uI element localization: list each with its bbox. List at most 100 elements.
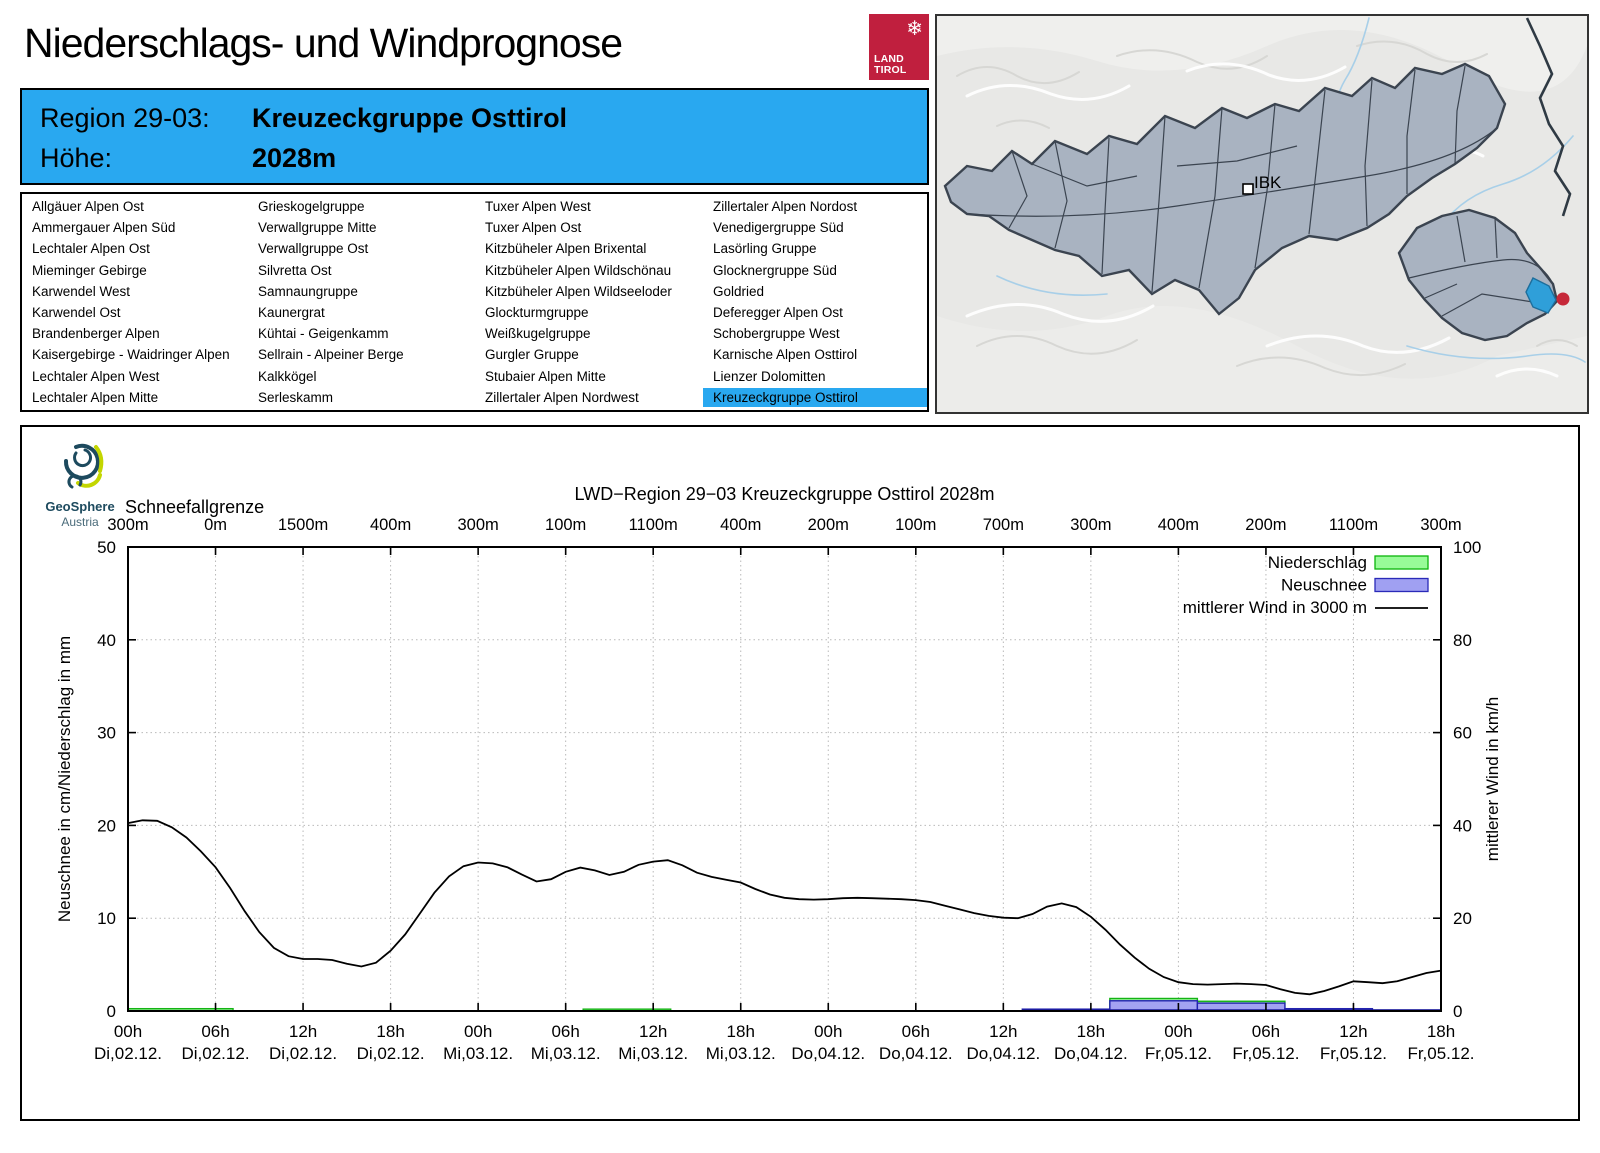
y-axis-label-right: 80	[1453, 631, 1472, 650]
region-item[interactable]: Kitzbüheler Alpen Wildseeloder	[485, 283, 672, 299]
region-item[interactable]: Brandenberger Alpen	[32, 326, 160, 342]
region-item[interactable]: Kühtai - Geigenkamm	[258, 326, 389, 342]
x-axis-time-label: 18h	[1427, 1022, 1455, 1041]
region-column-2: Grieskogelgruppe Verwallgruppe Mitte Verwa…	[248, 194, 475, 410]
region-item[interactable]: Sellrain - Alpeiner Berge	[258, 347, 404, 363]
region-item[interactable]: Karwendel Ost	[32, 305, 121, 321]
region-item[interactable]: Lechtaler Alpen Mitte	[32, 389, 159, 405]
map-inner-borders-east	[1408, 215, 1554, 317]
region-item[interactable]: Mieminger Gebirge	[32, 262, 147, 278]
left-axis-title: Neuschnee in cm/Niederschlag in mm	[55, 636, 74, 922]
x-axis-time-label: 18h	[727, 1022, 755, 1041]
region-item[interactable]: Kaisergebirge - Waidringer Alpen	[32, 347, 230, 363]
x-axis-date-label: Fr,05.12.	[1145, 1044, 1212, 1063]
region-item[interactable]: Karnische Alpen Osttirol	[713, 347, 858, 363]
region-item[interactable]: Weißkugelgruppe	[485, 326, 591, 342]
geosphere-country: Austria	[61, 515, 99, 529]
region-item[interactable]: Schobergruppe West	[713, 326, 840, 342]
map-relief	[937, 16, 1587, 412]
region-item[interactable]: Goldried	[713, 283, 765, 299]
x-axis-time-label: 18h	[1077, 1022, 1105, 1041]
legend-swatch	[1374, 555, 1429, 570]
snowline-value: 1500m	[278, 516, 328, 534]
region-value: Kreuzeckgruppe Osttirol	[252, 103, 568, 133]
region-item[interactable]: Glockturmgruppe	[485, 305, 589, 321]
land-tirol-logo-text: LAND TIROL	[874, 53, 907, 76]
x-axis-time-label: 06h	[201, 1022, 229, 1041]
x-axis-date-label: Do,04.12.	[966, 1044, 1040, 1063]
region-item[interactable]: Zillertaler Alpen Nordost	[713, 199, 858, 215]
region-item[interactable]: Allgäuer Alpen Ost	[32, 199, 144, 215]
x-axis-time-label: 06h	[902, 1022, 930, 1041]
region-item[interactable]: Lechtaler Alpen Ost	[32, 241, 150, 257]
region-item[interactable]: Stubaier Alpen Mitte	[485, 368, 606, 384]
x-axis-date-label: Mi,03.12.	[706, 1044, 776, 1063]
x-axis-date-label: Fr,05.12.	[1320, 1044, 1387, 1063]
region-item[interactable]: Serleskamm	[258, 389, 334, 405]
y-axis-label-left: 40	[97, 631, 116, 650]
x-axis-time-label: 12h	[639, 1022, 667, 1041]
region-item[interactable]: Zillertaler Alpen Nordwest	[485, 389, 639, 405]
region-item[interactable]: Kitzbüheler Alpen Wildschönau	[485, 262, 672, 278]
region-item-selected[interactable]: Kreuzeckgruppe Osttirol	[703, 387, 927, 407]
page-title: Niederschlags- und Windprognose	[24, 20, 623, 66]
x-axis-date-label: Di,02.12.	[269, 1044, 337, 1063]
y-axis-label-right: 60	[1453, 724, 1472, 743]
selected-region-dot	[1556, 292, 1570, 306]
right-axis-title: mittlerer Wind in km/h	[1483, 697, 1502, 861]
region-column-1: Allgäuer Alpen Ost Ammergauer Alpen Süd Le…	[22, 194, 248, 410]
region-item[interactable]: Silvretta Ost	[258, 262, 332, 278]
x-axis-time-label: 00h	[464, 1022, 492, 1041]
region-item[interactable]: Lechtaler Alpen West	[32, 368, 160, 384]
x-axis-date-label: Do,04.12.	[879, 1044, 953, 1063]
legend-label: Neuschnee	[1281, 576, 1367, 595]
snowline-value: 400m	[1158, 516, 1199, 534]
region-item[interactable]: Verwallgruppe Ost	[258, 241, 369, 257]
snowline-value: 1100m	[629, 516, 678, 534]
region-item[interactable]: Kaunergrat	[258, 305, 325, 321]
x-axis-date-label: Mi,03.12.	[618, 1044, 688, 1063]
map-region-selected[interactable]	[1525, 277, 1557, 314]
land-tirol-logo: ❄ LAND TIROL	[869, 14, 929, 80]
forecast-chart-panel: GeoSphere Austria LWD−Region 29−03 Kreuz…	[20, 425, 1580, 1121]
x-axis-time-label: 12h	[1339, 1022, 1367, 1041]
snowflake-icon: ❄	[906, 18, 923, 40]
region-item[interactable]: Tuxer Alpen West	[485, 199, 591, 215]
ibk-marker	[1242, 183, 1254, 195]
x-axis-date-label: Mi,03.12.	[531, 1044, 601, 1063]
ibk-label: IBK	[1254, 173, 1282, 192]
x-axis-time-label: 00h	[114, 1022, 142, 1041]
region-item[interactable]: Kitzbüheler Alpen Brixental	[485, 241, 647, 257]
region-item[interactable]: Grieskogelgruppe	[258, 199, 365, 215]
x-axis-date-label: Di,02.12.	[357, 1044, 425, 1063]
legend-swatch	[1374, 577, 1429, 593]
snowline-value: 100m	[895, 516, 936, 534]
x-axis-date-label: Di,02.12.	[94, 1044, 162, 1063]
region-item[interactable]: Karwendel West	[32, 283, 131, 299]
region-item[interactable]: Verwallgruppe Mitte	[258, 220, 377, 236]
region-item[interactable]: Gurgler Gruppe	[485, 347, 579, 363]
region-item[interactable]: Deferegger Alpen Ost	[713, 305, 843, 321]
altitude-label: Höhe:	[40, 143, 113, 173]
legend-label: Niederschlag	[1268, 553, 1367, 572]
snowline-value: 300m	[1070, 516, 1111, 534]
y-axis-label-right: 0	[1453, 1002, 1462, 1021]
x-axis-time-label: 12h	[989, 1022, 1017, 1041]
region-header-panel: Region 29-03: Kreuzeckgruppe Osttirol Hö…	[20, 88, 929, 185]
region-item[interactable]: Venedigergruppe Süd	[713, 220, 844, 236]
region-item[interactable]: Glocknergruppe Süd	[713, 262, 837, 278]
region-item[interactable]: Tuxer Alpen Ost	[485, 220, 582, 236]
x-axis-date-label: Di,02.12.	[182, 1044, 250, 1063]
map-region-north-tyrol[interactable]	[943, 62, 1507, 316]
region-item[interactable]: Ammergauer Alpen Süd	[32, 220, 176, 236]
snowline-value: 400m	[720, 516, 761, 534]
region-item[interactable]: Samnaungruppe	[258, 283, 358, 299]
x-axis-time-label: 18h	[376, 1022, 404, 1041]
region-item[interactable]: Lasörling Gruppe	[713, 241, 817, 257]
region-item[interactable]: Lienzer Dolomitten	[713, 368, 826, 384]
region-item[interactable]: Kalkkögel	[258, 368, 317, 384]
chart-title: LWD−Region 29−03 Kreuzeckgruppe Osttirol…	[575, 484, 995, 504]
snowline-value: 200m	[808, 516, 849, 534]
wind-line	[127, 819, 1442, 996]
y-axis-label-left: 0	[107, 1002, 116, 1021]
